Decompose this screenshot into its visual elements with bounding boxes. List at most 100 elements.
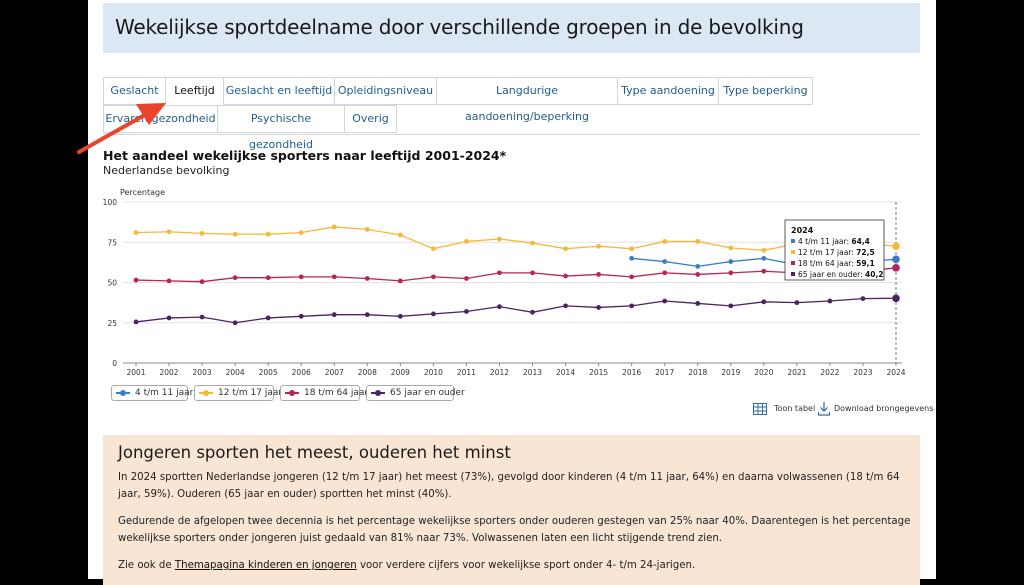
tooltip-swatch [791, 272, 795, 276]
tab-psychische-gezondheid[interactable]: Psychische gezondheid [217, 105, 345, 151]
story-paragraph-2: Gedurende de afgelopen twee decennia is … [118, 516, 911, 544]
data-point [629, 246, 635, 252]
series-line [135, 297, 897, 324]
x-tick-label: 2006 [292, 368, 311, 377]
x-tick-label: 2007 [325, 368, 344, 377]
legend-swatch [371, 390, 385, 396]
page-title: Wekelijkse sportdeelname door verschille… [115, 15, 804, 39]
chart-title: Het aandeel wekelijkse sporters naar lee… [103, 148, 507, 163]
data-point [298, 230, 304, 235]
tooltip-row: 18 t/m 64 jaar: 59,1 [798, 259, 875, 268]
data-point [728, 259, 734, 264]
data-point [331, 274, 337, 280]
data-point [199, 314, 205, 320]
data-point [430, 311, 436, 317]
x-tick-label: 2017 [655, 368, 674, 377]
tab-type-aandoening[interactable]: Type aandoening [617, 77, 719, 105]
data-point [464, 239, 469, 244]
tooltip-row: 65 jaar en ouder: 40,2 [798, 270, 884, 279]
legend-item-12-17[interactable]: 12 t/m 17 jaar [194, 385, 282, 401]
data-point [331, 224, 337, 230]
data-point [761, 255, 767, 261]
y-axis-label: Percentage [120, 188, 165, 197]
data-point [265, 231, 271, 237]
tooltip-row: 4 t/m 11 jaar: 64,4 [798, 237, 870, 246]
series-line [135, 226, 897, 251]
data-point [761, 299, 767, 305]
data-point [199, 230, 205, 236]
story-panel: Jongeren sporten het meest, ouderen het … [103, 435, 920, 585]
x-tick-label: 2022 [820, 368, 839, 377]
x-tick-label: 2014 [556, 368, 575, 377]
legend-swatch [285, 390, 299, 396]
tab-ervaren-gezondheid[interactable]: Ervaren gezondheid [103, 105, 218, 133]
y-tick-label: 25 [107, 319, 117, 328]
legend-item-18-64[interactable]: 18 t/m 64 jaar [280, 385, 368, 401]
data-point [166, 229, 172, 235]
tab-type-beperking[interactable]: Type beperking [718, 77, 813, 105]
chart-subtitle: Nederlandse bevolking [103, 164, 230, 177]
data-point [298, 313, 304, 319]
x-tick-label: 2020 [754, 368, 773, 377]
themapagina-link[interactable]: Themapagina kinderen en jongeren [174, 560, 357, 571]
data-point [530, 240, 535, 246]
data-point [695, 301, 701, 306]
tab-geslacht[interactable]: Geslacht [103, 77, 166, 105]
legend-swatch [116, 390, 130, 396]
data-point [232, 275, 238, 281]
legend-item-65-plus[interactable]: 65 jaar en ouder [366, 385, 465, 401]
data-point [166, 315, 172, 321]
story-paragraph-3: Zie ook de Themapagina kinderen en jonge… [118, 560, 696, 571]
data-point [596, 305, 602, 310]
y-tick-label: 75 [107, 238, 117, 247]
tab-divider [103, 134, 920, 135]
tooltip-row: 12 t/m 17 jaar: 72,5 [798, 248, 875, 257]
y-tick-label: 0 [112, 359, 117, 368]
data-point [133, 230, 139, 235]
data-point [232, 231, 238, 237]
series-line [135, 267, 897, 283]
x-tick-label: 2021 [787, 368, 806, 377]
tooltip-swatch [791, 250, 795, 254]
x-tick-label: 2009 [391, 368, 410, 377]
download-label: Download brongegevens [834, 404, 934, 413]
y-tick-label: 100 [103, 198, 118, 207]
data-point [629, 303, 635, 309]
data-point [728, 303, 734, 309]
data-point [761, 268, 767, 274]
data-point [728, 245, 734, 251]
data-point [563, 303, 568, 309]
tab-geslacht-en-leeftijd[interactable]: Geslacht en leeftijd [223, 77, 335, 105]
data-point [662, 270, 668, 276]
x-tick-label: 2019 [721, 368, 740, 377]
data-point [794, 300, 800, 306]
x-tick-label: 2005 [259, 368, 278, 377]
data-point [397, 278, 403, 284]
tooltip-title: 2024 [791, 226, 814, 235]
x-tick-label: 2010 [424, 368, 443, 377]
tab-langdurige-aandoening[interactable]: Langdurige aandoening/beperking [436, 77, 618, 123]
data-point [464, 309, 469, 314]
x-tick-label: 2023 [853, 368, 872, 377]
x-tick-label: 2008 [358, 368, 377, 377]
tab-opleidingsniveau[interactable]: Opleidingsniveau [334, 77, 437, 105]
tab-overig[interactable]: Overig [344, 105, 397, 133]
data-point [265, 275, 271, 281]
data-point [892, 294, 900, 303]
tooltip-swatch [791, 261, 795, 265]
data-point [530, 270, 535, 276]
data-point [662, 259, 668, 264]
data-point [892, 264, 900, 272]
data-point [563, 246, 568, 252]
legend-item-4-11[interactable]: 4 t/m 11 jaar [111, 385, 193, 401]
data-point [695, 264, 701, 269]
data-point [331, 312, 337, 318]
tab-leeftijd[interactable]: Leeftijd [165, 77, 224, 105]
data-point [497, 236, 502, 242]
story-title: Jongeren sporten het meest, ouderen het … [118, 443, 511, 462]
data-point [695, 272, 701, 277]
page: Wekelijkse sportdeelname door verschille… [88, 0, 936, 585]
data-point [761, 247, 767, 253]
data-point [892, 242, 900, 251]
legend-swatch [199, 390, 213, 396]
